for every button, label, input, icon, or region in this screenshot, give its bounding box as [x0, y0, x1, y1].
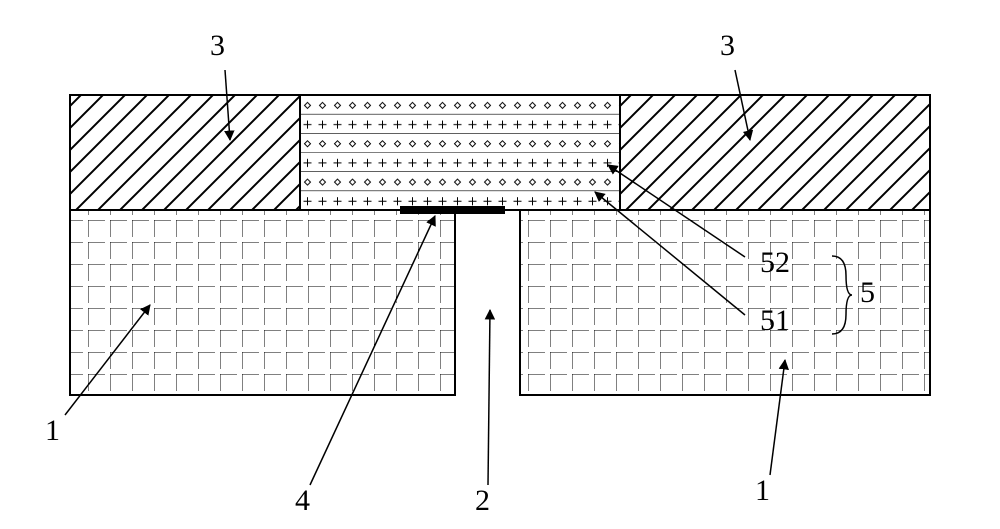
label-4: 4: [295, 484, 310, 517]
label-52: 52: [760, 246, 790, 279]
layer-51: [300, 153, 620, 172]
label-3b: 3: [720, 29, 735, 62]
leader-2: [488, 310, 490, 485]
label-1b: 1: [755, 474, 770, 507]
engineering-cross-section: 33525151142: [0, 0, 1000, 529]
block-5-layered: [300, 95, 620, 210]
label-5: 5: [860, 276, 875, 309]
layer-52: [300, 172, 620, 191]
label-3a: 3: [210, 29, 225, 62]
plate-4: [400, 206, 505, 214]
label-1a: 1: [45, 414, 60, 447]
layer-52: [300, 95, 620, 114]
block-3-left: [70, 95, 300, 210]
block-3-right: [620, 95, 930, 210]
label-51: 51: [760, 304, 790, 337]
layer-51: [300, 114, 620, 133]
figure-layer: [70, 95, 930, 395]
layer-52: [300, 133, 620, 152]
block-1-left: [70, 210, 455, 395]
label-2: 2: [475, 484, 490, 517]
